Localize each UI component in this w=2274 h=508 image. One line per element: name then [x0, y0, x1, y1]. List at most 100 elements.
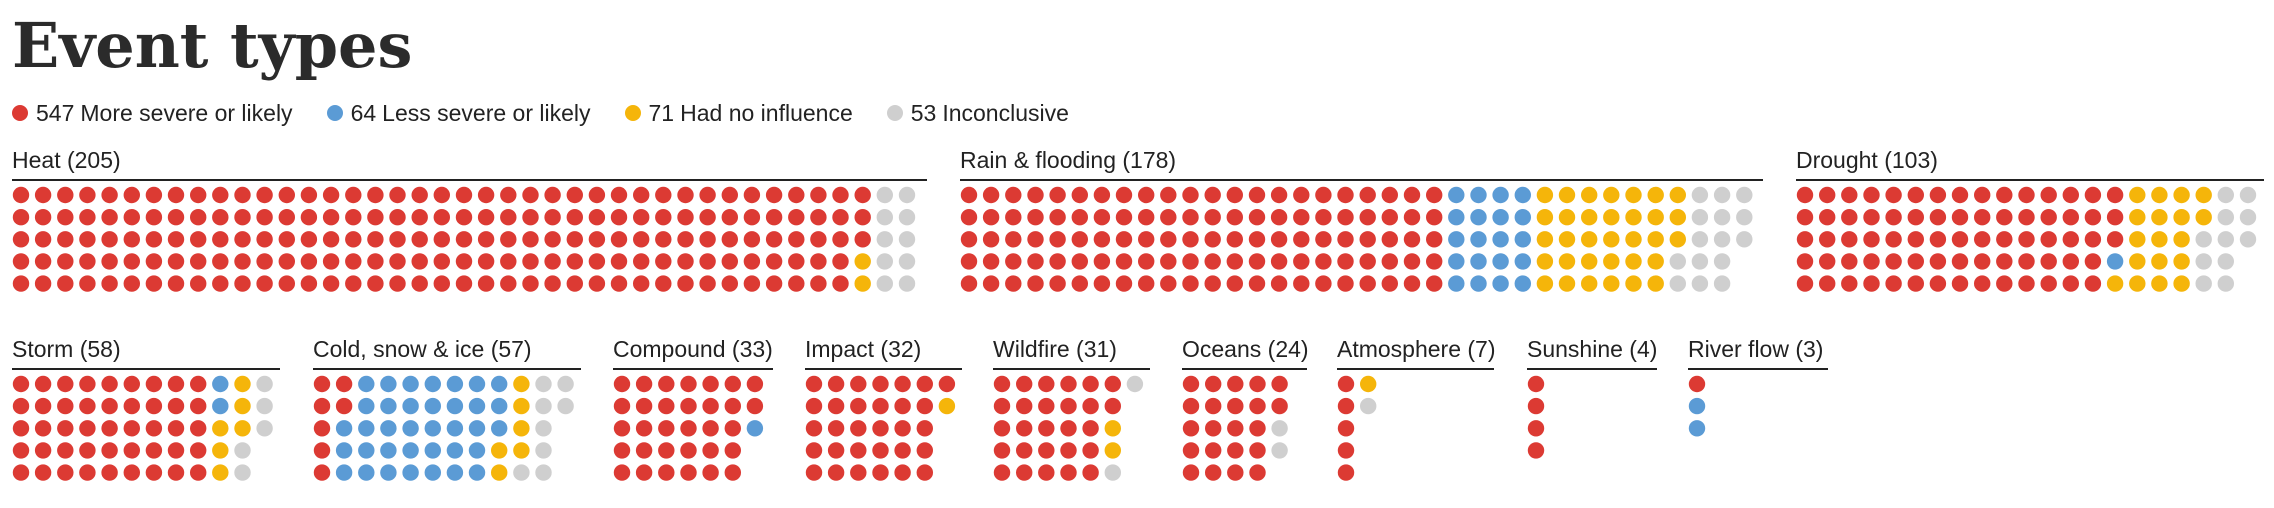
waffle-dot-more [2040, 209, 2057, 226]
waffle-dot-more [1182, 420, 1200, 437]
waffle-dot-more [1249, 464, 1266, 481]
legend-label-more: More severe or likely [80, 99, 293, 126]
waffle-dot-more [2040, 253, 2057, 270]
waffle-dot-more [1205, 375, 1222, 393]
waffle-dot-more [335, 397, 353, 415]
waffle-dot-none [1536, 231, 1554, 248]
waffle-dot-none [2129, 275, 2146, 292]
waffle-dot-none [1647, 209, 1664, 226]
waffle-dot-more [1115, 231, 1133, 248]
waffle-dot-none [1581, 275, 1598, 292]
waffle-dot-more [1270, 253, 1288, 270]
waffle-dot-more [313, 464, 331, 481]
waffle-dot-more [2040, 186, 2057, 204]
waffle-dot-more [433, 231, 450, 248]
waffle-dot-more [1182, 253, 1199, 270]
waffle-dot-more [677, 209, 694, 226]
waffle-dot-less [1514, 186, 1532, 204]
waffle-dot-more [1082, 464, 1099, 481]
waffle-dot-more [1027, 231, 1044, 248]
waffle-dot-more [300, 231, 318, 248]
waffle-dot-more [677, 186, 694, 204]
waffle-dot-more [1138, 253, 1155, 270]
waffle-dot-more [894, 464, 911, 481]
waffle-dot-more [1337, 397, 1355, 415]
waffle-dot-more [145, 397, 163, 415]
waffle-dot-more [1115, 186, 1133, 204]
waffle-dot-more [167, 275, 185, 292]
waffle-dot-more [680, 464, 697, 481]
waffle-dot-more [1337, 209, 1354, 226]
waffle-dot-more [916, 397, 933, 415]
legend-count-more: 547 [36, 99, 75, 126]
waffle-dot-more [1359, 275, 1376, 292]
waffle-dot-more [1271, 397, 1288, 415]
waffle-dot-less [358, 375, 375, 393]
waffle-dot-more [57, 442, 74, 459]
waffle-dot-more [872, 397, 889, 415]
waffle-dot-more [1929, 186, 1947, 204]
waffle-dot-more [2106, 231, 2124, 248]
waffle-dot-more [1996, 275, 2013, 292]
waffle-dot-more [894, 442, 911, 459]
waffle-dot-none [1603, 231, 1620, 248]
waffle-dot-more [765, 209, 783, 226]
waffle-dot-more [832, 209, 849, 226]
waffle-dot-none [513, 375, 530, 393]
waffle-dot-more [805, 397, 823, 415]
waffle-dot-more [2084, 186, 2102, 204]
waffle-dot-more [57, 420, 74, 437]
waffle-dot-less [1688, 397, 1706, 415]
waffle-dot-more [1005, 253, 1022, 270]
waffle-dot-more [1315, 209, 1332, 226]
waffle-dot-more [827, 464, 845, 481]
waffle-dot-more [1381, 275, 1399, 292]
waffle-dot-inconclusive [535, 397, 552, 415]
waffle-dot-more [613, 397, 631, 415]
waffle-dot-none [2151, 275, 2168, 292]
waffle-dot-more [633, 186, 650, 204]
waffle-dot-less [1470, 231, 1487, 248]
waffle-dot-none [513, 420, 530, 437]
waffle-dot-more [721, 253, 738, 270]
waffle-dot-more [1819, 275, 1836, 292]
waffle-dot-more [433, 209, 450, 226]
waffle-dot-more [872, 442, 889, 459]
waffle-dot-more [788, 231, 805, 248]
waffle-dot-none [1558, 209, 1576, 226]
waffle-dot-more [1381, 209, 1399, 226]
waffle-dot-more [635, 464, 653, 481]
waffle-dot-more [1082, 397, 1099, 415]
waffle-dot-more [190, 375, 207, 393]
waffle-dot-more [1974, 209, 1991, 226]
waffle-dot-none [2129, 186, 2146, 204]
waffle-dot-more [477, 231, 495, 248]
waffle-dot-more [1337, 231, 1354, 248]
waffle-dot-more [805, 375, 823, 393]
waffle-dot-inconclusive [1713, 253, 1731, 270]
waffle-dot-inconclusive [1691, 231, 1709, 248]
waffle-dot-more [190, 209, 207, 226]
waffle-dot-more [1015, 397, 1033, 415]
waffle-dot-more [677, 275, 694, 292]
waffle-dot-more [313, 442, 331, 459]
waffle-dot-more [993, 442, 1011, 459]
waffle-dot-inconclusive [535, 464, 552, 481]
waffle-dot-less [491, 375, 508, 393]
waffle-dot-more [322, 186, 340, 204]
waffle-dot-none [212, 442, 229, 459]
waffle-dot-more [680, 442, 697, 459]
waffle-dot-more [1071, 209, 1089, 226]
waffle-dot-more [167, 186, 185, 204]
waffle-dot-more [724, 397, 741, 415]
waffle-dot-more [34, 442, 52, 459]
waffle-dot-inconclusive [1691, 186, 1709, 204]
waffle-dot-more [12, 186, 30, 204]
waffle-dot-more [655, 231, 672, 248]
waffle-dot-more [566, 231, 583, 248]
waffle-dot-more [1060, 464, 1077, 481]
waffle-dot-more [1337, 275, 1354, 292]
waffle-dot-more [256, 186, 273, 204]
waffle-dot-more [79, 186, 96, 204]
waffle-dot-none [1647, 186, 1664, 204]
